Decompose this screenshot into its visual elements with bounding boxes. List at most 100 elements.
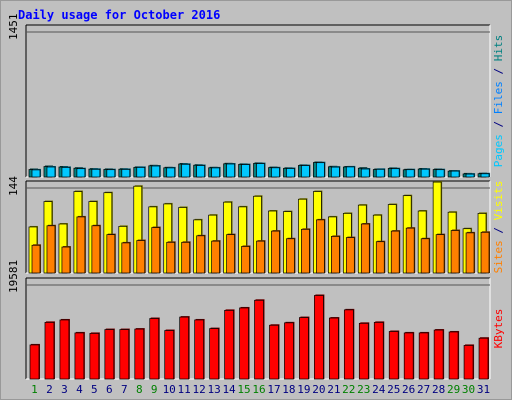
bar-kbytes-day-31 (478, 337, 489, 380)
bar-kbytes-day-23 (358, 322, 369, 380)
bar-files-day-26 (405, 169, 415, 178)
bar-sites-day-10 (166, 241, 176, 274)
bar-sites-day-4 (76, 216, 86, 274)
bar-kbytes-day-9 (149, 318, 160, 380)
bar-files-day-27 (420, 168, 430, 178)
bar-kbytes-day-24 (373, 322, 384, 380)
bar-sites-day-13 (211, 240, 220, 274)
bar-files-day-25 (390, 168, 400, 178)
bar-kbytes-day-1 (29, 344, 40, 380)
bar-sites-day-25 (390, 230, 400, 274)
bar-sites-day-26 (405, 227, 415, 274)
bar-sites-day-5 (91, 225, 101, 274)
bar-files-day-21 (331, 166, 340, 178)
bar-files-day-4 (76, 168, 86, 178)
bar-files-day-30 (465, 173, 475, 178)
day-label-10: 10 (163, 383, 176, 396)
bar-sites-day-22 (345, 237, 355, 274)
day-label-31: 31 (477, 383, 490, 396)
bar-kbytes-day-19 (299, 317, 309, 380)
bar-kbytes-day-28 (433, 329, 444, 380)
bar-kbytes-day-30 (463, 345, 474, 380)
bar-kbytes-day-18 (284, 322, 294, 380)
axis-label-part-3: / (492, 61, 505, 81)
day-label-26: 26 (402, 383, 415, 396)
bar-kbytes-day-4 (74, 332, 85, 380)
bar-kbytes-day-29 (448, 331, 459, 380)
axis-label-part-2: Files (492, 81, 505, 114)
bar-files-day-13 (211, 167, 220, 178)
bar-kbytes-day-14 (224, 310, 234, 380)
axis-label-part-0: Pages (492, 134, 505, 167)
day-label-16: 16 (252, 383, 265, 396)
bar-kbytes-day-8 (134, 328, 145, 380)
bar-sites-day-17 (271, 230, 280, 274)
bar-sites-day-14 (226, 234, 235, 274)
bar-sites-day-6 (106, 234, 116, 274)
axis-label-part-4: Hits (492, 35, 505, 62)
bar-files-day-15 (241, 164, 250, 178)
day-label-14: 14 (222, 383, 236, 396)
bar-sites-day-31 (480, 231, 490, 274)
day-label-2: 2 (46, 383, 53, 396)
bar-kbytes-day-25 (388, 331, 399, 380)
day-label-29: 29 (447, 383, 460, 396)
bar-sites-day-11 (181, 241, 191, 274)
day-label-15: 15 (237, 383, 250, 396)
bar-files-day-3 (61, 167, 71, 178)
bar-sites-day-20 (316, 219, 325, 274)
day-label-1: 1 (31, 383, 38, 396)
day-label-22: 22 (342, 383, 355, 396)
bar-kbytes-day-21 (329, 317, 339, 380)
axis-label-part-1: / (492, 114, 505, 134)
panel-visits-sites-max-label: 144 (7, 176, 20, 196)
bar-files-day-17 (271, 167, 280, 178)
bar-sites-day-28 (435, 234, 445, 274)
day-label-13: 13 (207, 383, 220, 396)
panel-visits-sites-axis-label: Sites / Visits (492, 181, 505, 274)
day-label-11: 11 (178, 383, 191, 396)
bar-kbytes-day-10 (164, 330, 175, 380)
bar-sites-day-15 (241, 246, 250, 274)
day-label-7: 7 (121, 383, 128, 396)
axis-label-part-2: Visits (492, 181, 505, 221)
bar-kbytes-day-11 (179, 316, 190, 380)
day-label-4: 4 (76, 383, 83, 396)
bar-sites-day-12 (196, 235, 205, 274)
bar-kbytes-day-2 (44, 322, 55, 380)
bar-sites-day-9 (151, 227, 161, 274)
bar-files-day-29 (450, 170, 460, 178)
axis-label-part-0: Sites (492, 240, 505, 273)
bar-sites-day-24 (375, 241, 385, 274)
bar-sites-day-19 (301, 228, 310, 274)
bar-kbytes-day-22 (343, 309, 354, 380)
panel-hits-files-pages-axis-label: Pages / Files / Hits (492, 35, 505, 168)
day-label-17: 17 (267, 383, 280, 396)
axis-label-part-0: KBytes (492, 309, 505, 349)
day-label-5: 5 (91, 383, 98, 396)
bar-files-day-12 (196, 165, 205, 178)
bar-kbytes-day-16 (254, 299, 264, 380)
bar-sites-day-1 (31, 244, 41, 274)
bar-kbytes-day-7 (119, 329, 130, 380)
bar-files-day-24 (375, 168, 385, 178)
bar-kbytes-day-20 (314, 295, 324, 380)
day-label-18: 18 (282, 383, 295, 396)
bar-files-day-18 (286, 168, 295, 178)
day-label-25: 25 (387, 383, 400, 396)
day-label-30: 30 (462, 383, 475, 396)
bar-sites-day-8 (136, 240, 146, 274)
bar-sites-day-23 (360, 223, 370, 274)
bar-kbytes-day-15 (239, 307, 249, 380)
bar-sites-day-7 (121, 242, 131, 274)
bar-files-day-8 (136, 167, 146, 178)
bar-kbytes-day-3 (59, 319, 70, 380)
chart-title: Daily usage for October 2016 (18, 8, 220, 22)
bar-sites-day-30 (465, 232, 475, 274)
bar-files-day-16 (256, 163, 265, 178)
day-label-28: 28 (432, 383, 445, 396)
bar-kbytes-day-5 (89, 333, 100, 380)
bar-kbytes-day-6 (104, 329, 115, 380)
panel-hits-files-pages-background (26, 25, 490, 177)
